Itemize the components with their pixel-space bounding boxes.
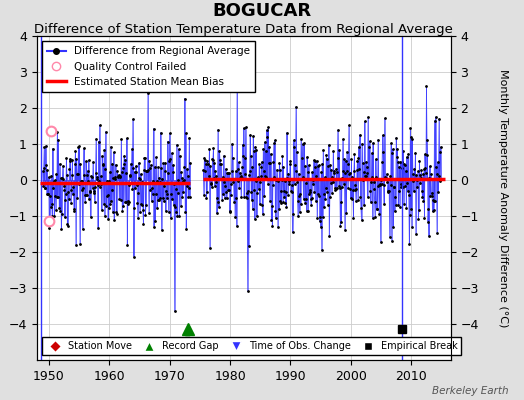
Y-axis label: Monthly Temperature Anomaly Difference (°C): Monthly Temperature Anomaly Difference (…	[498, 69, 508, 327]
Title: Difference of Station Temperature Data from Regional Average: Difference of Station Temperature Data f…	[34, 23, 453, 36]
Text: Berkeley Earth: Berkeley Earth	[432, 386, 508, 396]
Text: BOGUCAR: BOGUCAR	[212, 2, 312, 20]
Legend: Station Move, Record Gap, Time of Obs. Change, Empirical Break: Station Move, Record Gap, Time of Obs. C…	[41, 337, 461, 355]
